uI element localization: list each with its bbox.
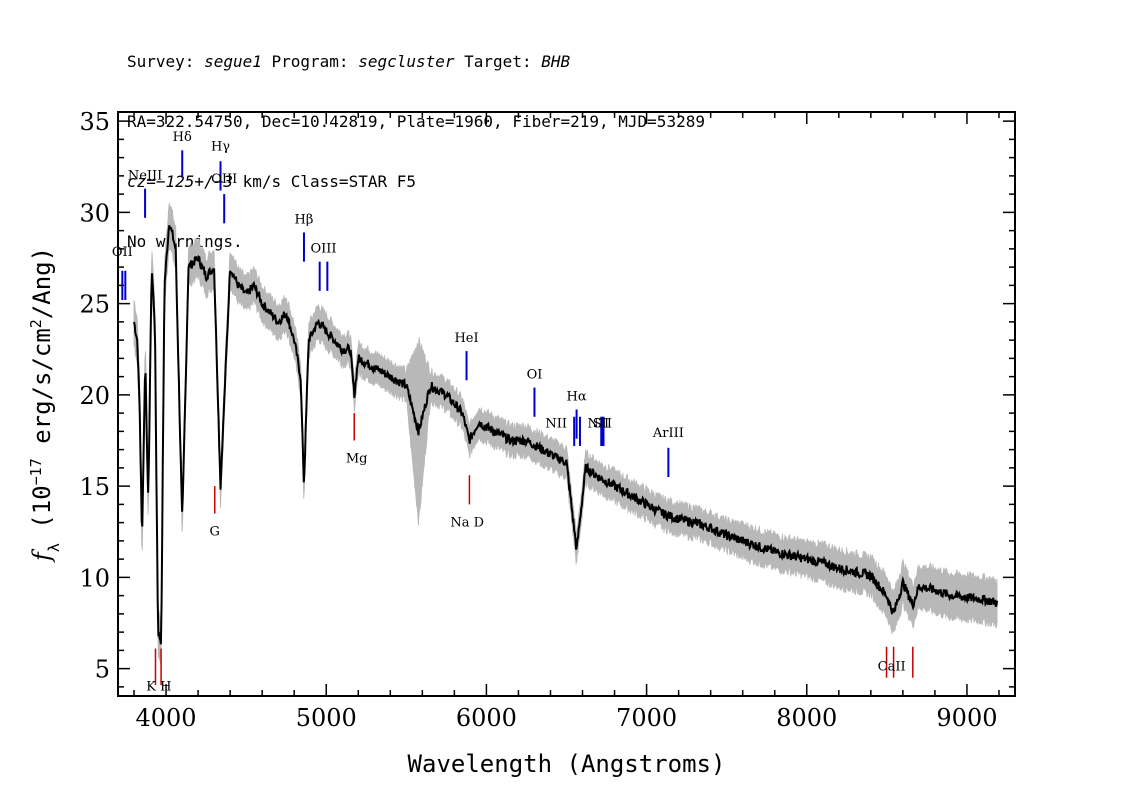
- y-tick-label: 5: [95, 656, 110, 684]
- header-line-1: Survey: segue1 Program: segcluster Targe…: [127, 52, 705, 72]
- emission-label: HeI: [454, 331, 478, 346]
- line-marker-layer: OIINeIIIHδHγOIIIHβOIIIHeIOINIIHαSIINIIAr…: [112, 130, 914, 695]
- x-tick-label: 7000: [616, 704, 677, 732]
- class-text: km/s Class=STAR F5: [232, 172, 416, 191]
- absorption-label: Na D: [450, 515, 484, 530]
- emission-label: OIII: [310, 242, 336, 257]
- emission-label: Hα: [567, 389, 587, 404]
- y-tick-label: 20: [79, 382, 110, 410]
- redshift-value: cz=−125+/−3: [127, 172, 233, 191]
- emission-label: OII: [112, 245, 133, 260]
- absorption-label: CaII: [878, 659, 906, 674]
- target-value: BHB: [541, 52, 571, 71]
- x-tick-label: 5000: [296, 704, 357, 732]
- ylabel-prefix: (10: [28, 485, 56, 543]
- y-tick-label: 10: [79, 564, 110, 592]
- ylabel-exponent: −17: [27, 458, 45, 485]
- target-label: Target:: [454, 52, 542, 71]
- x-tick-label: 4000: [136, 704, 197, 732]
- spectrum-line: [133, 225, 999, 645]
- x-tick-label: 9000: [936, 704, 997, 732]
- emission-label: OI: [527, 367, 543, 382]
- program-value: segcluster: [358, 52, 455, 71]
- emission-label: NII: [588, 417, 610, 432]
- survey-value: segue1: [204, 52, 262, 71]
- y-tick-label: 25: [79, 291, 110, 319]
- emission-label: Hβ: [295, 212, 314, 227]
- emission-label: Hδ: [173, 130, 192, 145]
- ylabel-suffix: /Ang): [28, 247, 56, 319]
- emission-label: Hγ: [211, 139, 230, 154]
- emission-label: OIII: [211, 172, 237, 187]
- x-tick-label: 8000: [776, 704, 837, 732]
- error-band: [133, 203, 998, 667]
- absorption-label: G: [210, 524, 220, 539]
- absorption-label: K H: [146, 680, 171, 695]
- spectrum-header: Survey: segue1 Program: segcluster Targe…: [127, 12, 705, 272]
- header-line-2: RA=322.54750, Dec=10.42819, Plate=1960, …: [127, 112, 705, 131]
- spectrum-line-layer: [133, 225, 999, 645]
- absorption-label: Mg: [346, 451, 368, 466]
- y-tick-label: 30: [79, 199, 110, 227]
- emission-label: ArIII: [652, 426, 684, 441]
- header-line-3: cz=−125+/−3 km/s Class=STAR F5: [127, 172, 705, 192]
- program-label: Program:: [261, 52, 359, 71]
- ylabel-subscript: λ: [45, 543, 63, 552]
- survey-label: Survey:: [127, 52, 205, 71]
- y-axis-title: fλ (10−17 erg/s/cm2/Ang): [27, 247, 63, 563]
- y-tick-label: 15: [79, 473, 110, 501]
- y-tick-label: 35: [79, 108, 110, 136]
- ylabel-unit: erg/s/cm: [28, 328, 56, 458]
- emission-label: NII: [545, 417, 567, 432]
- emission-label: NeIII: [128, 169, 162, 184]
- axis-tick-layer: 4000 5000 6000 7000 8000 9000 5 10 15 20 25 30 35: [79, 108, 1015, 732]
- x-tick-label: 6000: [456, 704, 517, 732]
- plot-frame: [117, 111, 1016, 697]
- x-axis-title: Wavelength (Angstroms): [408, 750, 726, 778]
- ylabel-unit-exponent: 2: [27, 319, 45, 328]
- error-band-layer: [133, 203, 998, 667]
